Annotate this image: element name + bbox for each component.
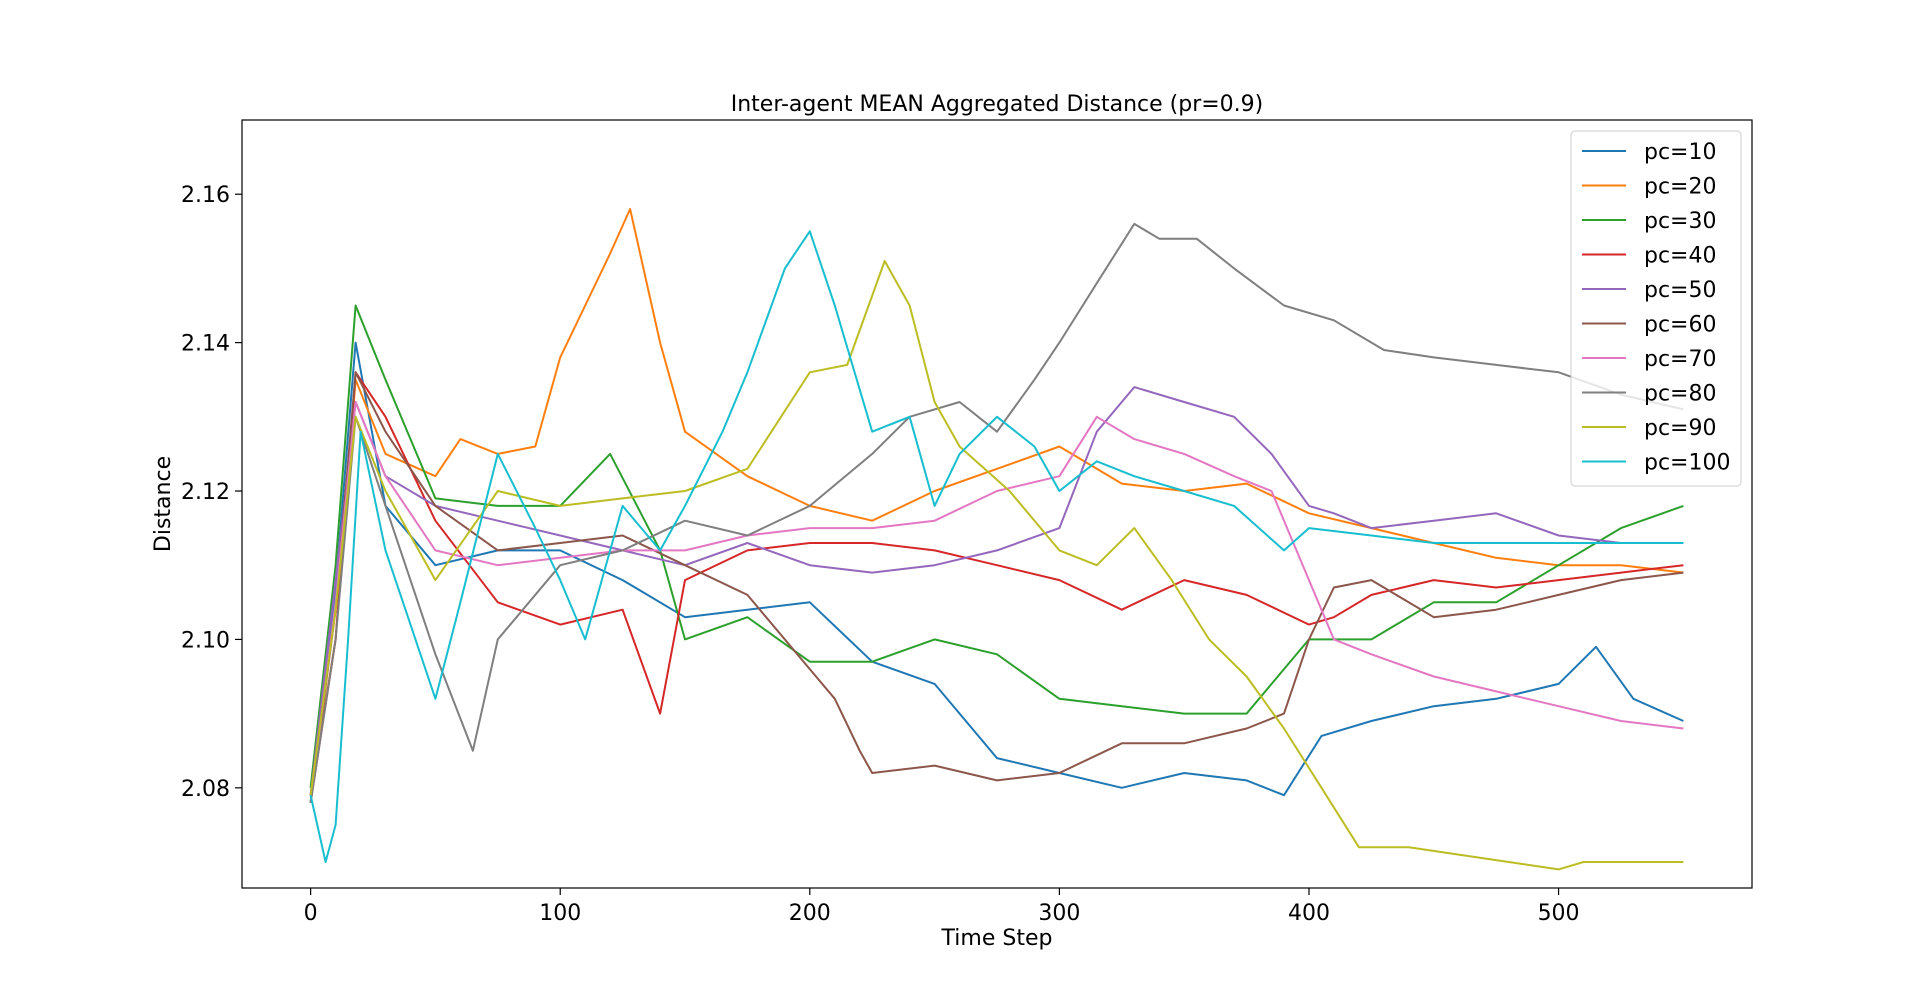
legend-label: pc=100 — [1644, 451, 1731, 476]
legend-label: pc=70 — [1644, 347, 1717, 372]
x-tick-label: 500 — [1538, 901, 1580, 926]
legend-item: pc=30 — [1582, 209, 1717, 234]
legend-label: pc=90 — [1644, 416, 1717, 441]
legend-item: pc=60 — [1582, 313, 1717, 338]
legend-label: pc=40 — [1644, 244, 1717, 269]
legend-item: pc=40 — [1582, 244, 1717, 269]
legend-item: pc=20 — [1582, 175, 1717, 200]
series-line-pc-50 — [309, 386, 1684, 796]
y-tick-label: 2.14 — [181, 332, 230, 357]
legend-label: pc=20 — [1644, 175, 1717, 200]
plot-area — [241, 119, 1753, 889]
x-tick-label: 400 — [1288, 901, 1330, 926]
series-line-pc-40 — [309, 371, 1684, 803]
legend-label: pc=60 — [1644, 313, 1717, 338]
legend-label: pc=50 — [1644, 278, 1717, 303]
plot-frame — [241, 119, 1753, 889]
legend-item: pc=100 — [1582, 451, 1731, 476]
legend-item: pc=70 — [1582, 347, 1717, 372]
x-tick-label: 100 — [539, 901, 581, 926]
series-layer — [309, 208, 1684, 871]
legend-item: pc=50 — [1582, 278, 1717, 303]
y-tick-label: 2.16 — [181, 183, 230, 208]
legend-item: pc=80 — [1582, 382, 1717, 407]
legend-items: pc=10 pc=20 pc=30 pc=40 pc=50 pc=60 pc=70 pc=80… — [1582, 140, 1731, 476]
series-line-pc-60 — [309, 371, 1684, 803]
y-tick-label: 2.12 — [181, 480, 230, 505]
x-axis-label: Time Step — [941, 926, 1053, 951]
legend: pc=10 pc=20 pc=30 pc=40 pc=50 pc=60 pc=70 pc=80… — [1570, 130, 1742, 487]
x-tick-label: 200 — [789, 901, 831, 926]
legend-label: pc=80 — [1644, 382, 1717, 407]
series-line-pc-70 — [309, 401, 1684, 803]
legend-label: pc=10 — [1644, 140, 1717, 165]
y-axis: 2.08 2.10 2.12 2.14 2.16 — [181, 183, 242, 802]
chart-title: Inter-agent MEAN Aggregated Distance (pr… — [731, 92, 1264, 117]
series-line-pc-20 — [309, 208, 1684, 796]
x-tick-label: 0 — [304, 901, 318, 926]
legend-item: pc=90 — [1582, 416, 1717, 441]
x-tick-label: 300 — [1038, 901, 1080, 926]
legend-label: pc=30 — [1644, 209, 1717, 234]
y-axis-label: Distance — [151, 456, 176, 552]
y-tick-label: 2.08 — [181, 777, 230, 802]
series-line-pc-100 — [309, 230, 1684, 863]
series-line-pc-80 — [309, 222, 1684, 803]
legend-item: pc=10 — [1582, 140, 1717, 165]
series-line-pc-30 — [309, 304, 1684, 788]
series-line-pc-10 — [309, 341, 1684, 797]
x-axis: 0 100 200 300 400 500 — [304, 888, 1580, 926]
y-tick-label: 2.10 — [181, 628, 230, 653]
